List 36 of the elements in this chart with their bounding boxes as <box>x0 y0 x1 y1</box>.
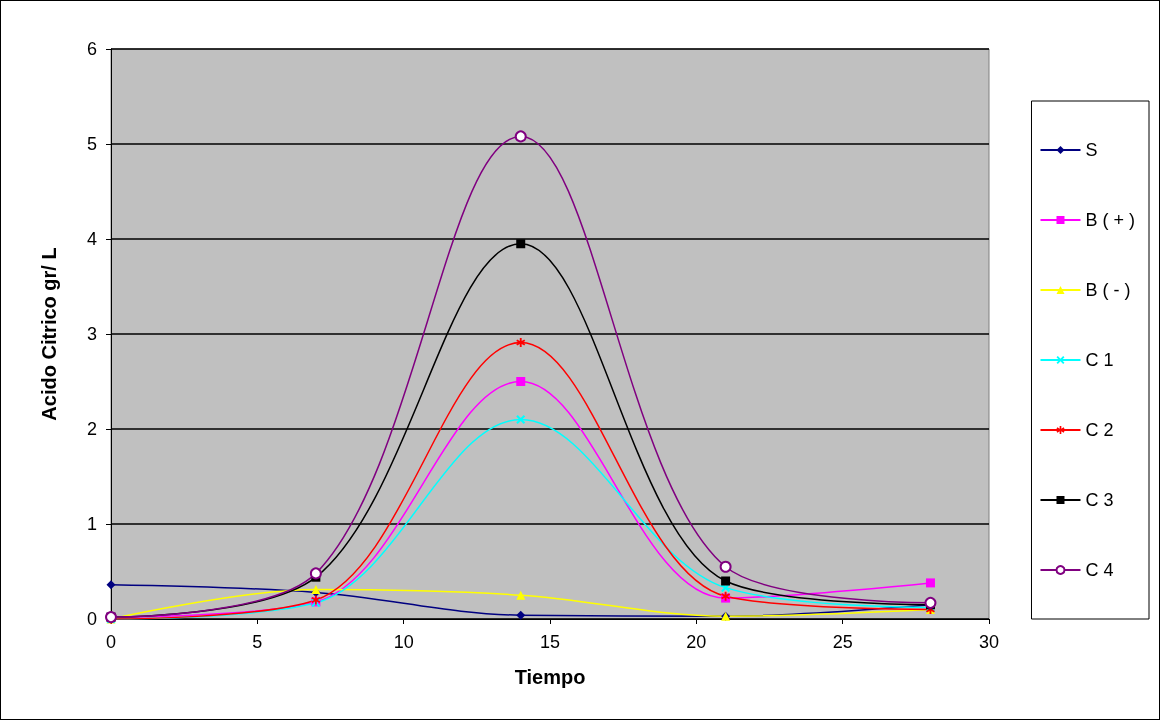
legend-label: C 4 <box>1085 560 1114 580</box>
point <box>516 590 526 600</box>
point <box>924 596 937 609</box>
x-tick-label: 5 <box>252 632 263 652</box>
y-tick-label: 0 <box>86 609 97 629</box>
point <box>925 578 935 588</box>
y-tick-label: 5 <box>86 134 97 154</box>
point <box>516 239 526 249</box>
x-tick-label: 30 <box>978 632 1000 652</box>
legend-label: B ( + ) <box>1085 210 1136 230</box>
x-tick-label: 0 <box>105 632 117 652</box>
point <box>514 130 527 143</box>
point <box>516 415 526 424</box>
x-tick-label: 20 <box>686 632 707 652</box>
y-tick-label: 4 <box>86 229 97 249</box>
y-tick-label: 3 <box>86 324 97 344</box>
point <box>516 610 526 620</box>
x-tick-label: 10 <box>393 632 414 652</box>
x-axis-title: Tiempo <box>514 666 586 688</box>
point <box>719 560 732 573</box>
legend-label: C 3 <box>1085 490 1114 510</box>
x-tick-label: 15 <box>539 632 561 652</box>
y-tick-label: 2 <box>86 419 97 439</box>
y-tick-label: 1 <box>86 514 97 534</box>
point <box>516 377 526 386</box>
legend-label: B ( - ) <box>1085 280 1131 300</box>
legend-label: C 1 <box>1085 350 1114 370</box>
point <box>516 338 526 348</box>
y-tick-label: 6 <box>86 39 97 59</box>
y-axis-title: Acido Citrico gr/ L <box>38 247 60 421</box>
point <box>106 580 116 590</box>
legend-label: S <box>1085 140 1098 160</box>
point <box>721 576 731 586</box>
point <box>309 567 322 580</box>
legend-label: C 2 <box>1085 420 1114 440</box>
x-tick-label: 25 <box>832 632 853 652</box>
